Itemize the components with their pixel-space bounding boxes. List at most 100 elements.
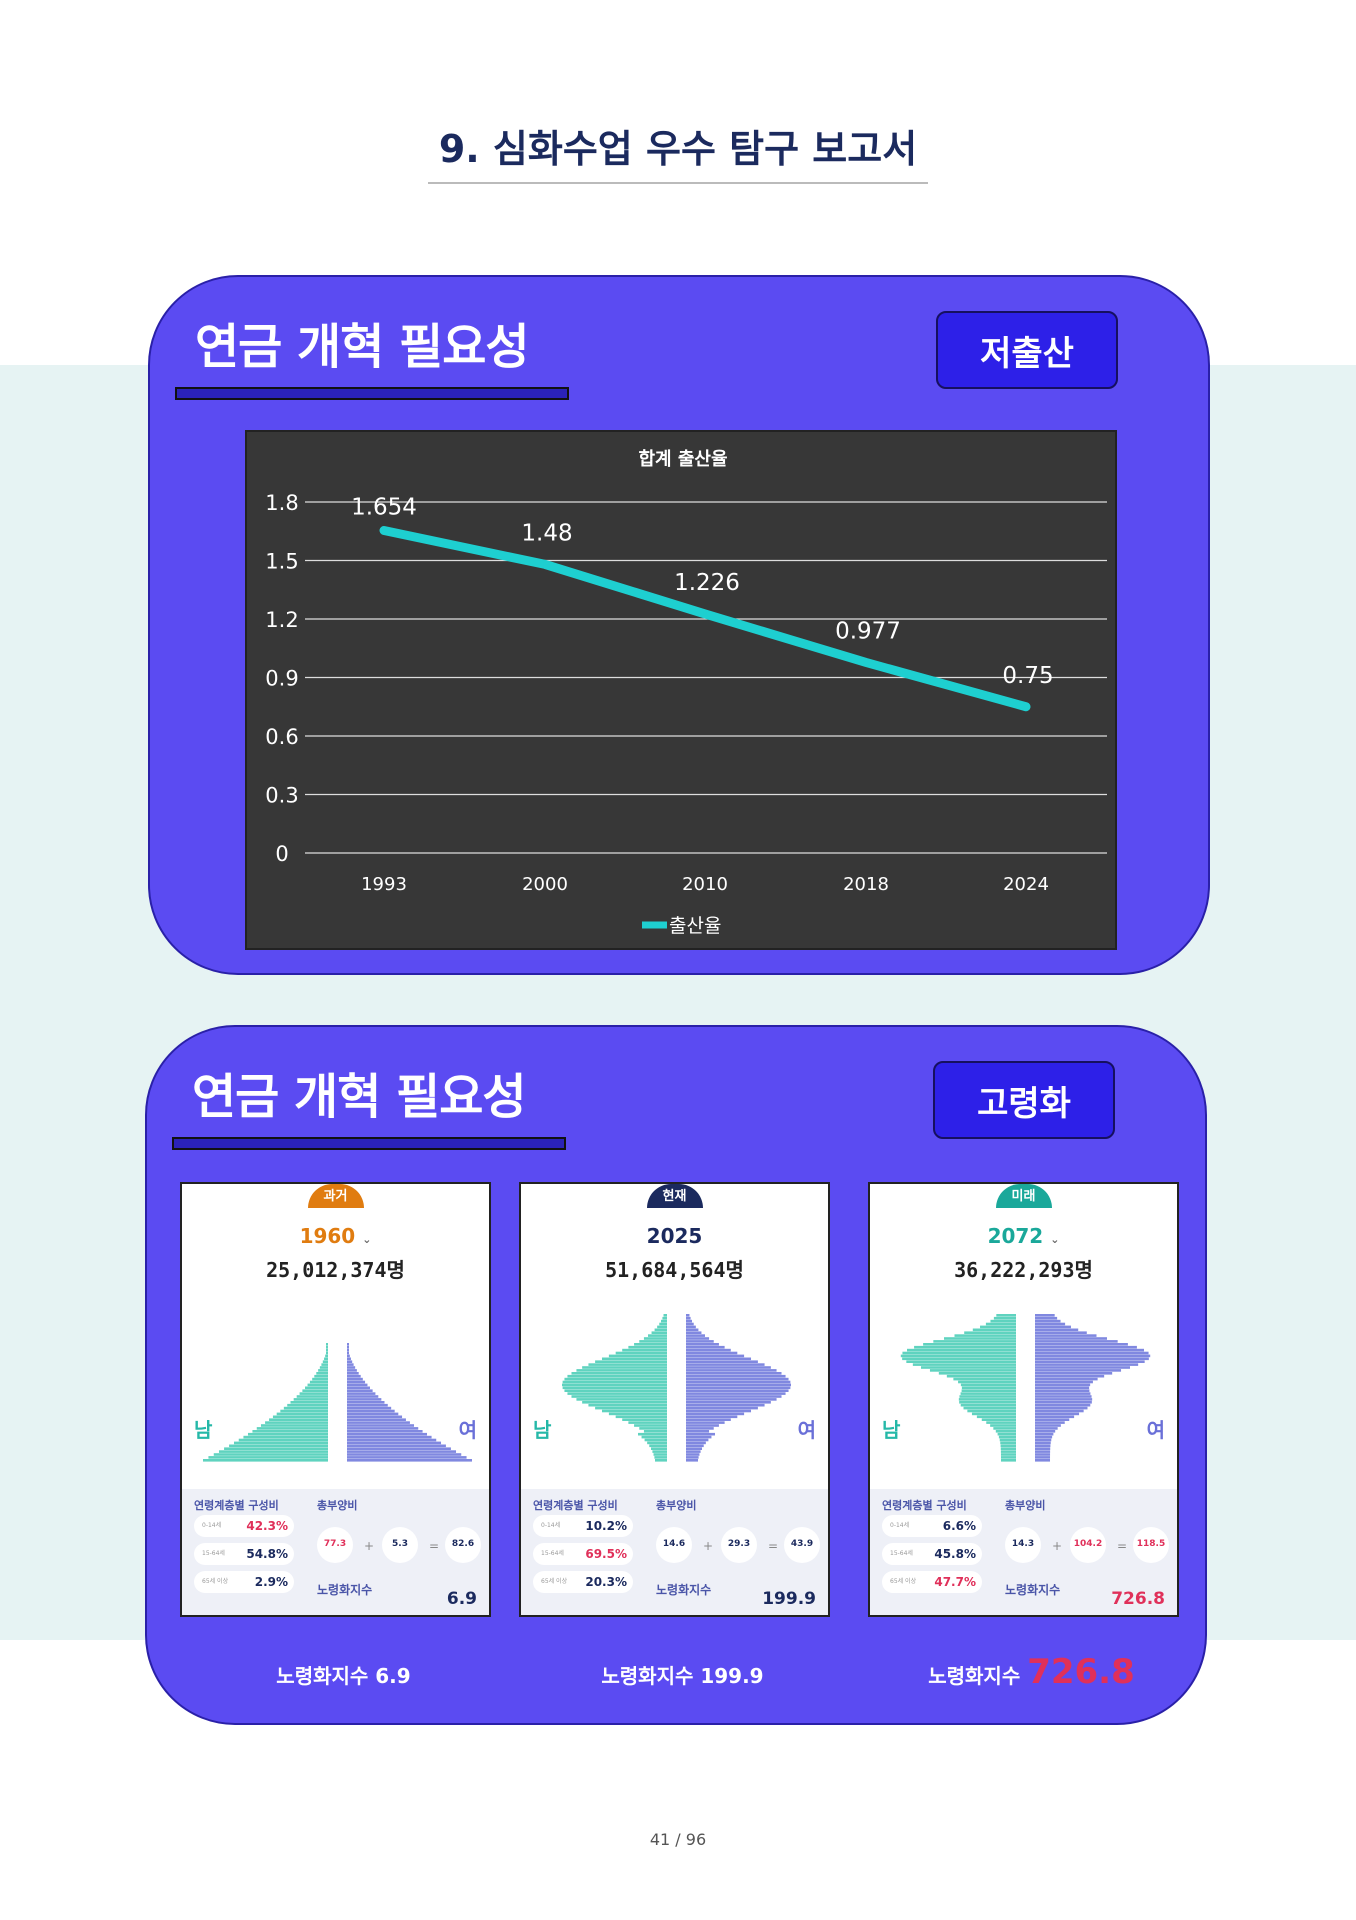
pyramid-chart — [203, 1343, 472, 1462]
age-bar — [347, 1377, 363, 1381]
population-total: 36,222,293명 — [954, 1258, 1093, 1282]
aging-index-value: 6.9 — [446, 1589, 477, 1609]
equals-sign: = — [1117, 1539, 1128, 1553]
age-bar — [686, 1444, 704, 1448]
age-bar — [1000, 1450, 1016, 1453]
age-bar — [347, 1415, 403, 1419]
age-bar — [972, 1328, 1016, 1332]
age-bar — [686, 1314, 690, 1317]
chevron-down-icon: ⌄ — [362, 1233, 372, 1246]
age-bar — [686, 1331, 702, 1334]
male-label: 남 — [882, 1418, 901, 1442]
year-value: 2025 — [646, 1224, 703, 1248]
age-bar — [686, 1322, 694, 1326]
age-bar — [347, 1366, 356, 1369]
age-bar — [686, 1456, 699, 1459]
age-bar — [906, 1360, 1016, 1363]
year-select[interactable]: 2072 ⌄ — [870, 1224, 1177, 1248]
age-bar — [986, 1421, 1016, 1424]
age-bar — [628, 1345, 667, 1349]
age-bar — [959, 1395, 1016, 1398]
data-point — [543, 562, 547, 567]
male-label: 남 — [533, 1418, 552, 1442]
age-bar — [347, 1453, 462, 1456]
age-bar — [562, 1380, 667, 1384]
age-bar — [946, 1374, 1016, 1378]
age-bar — [296, 1395, 328, 1398]
age-bar — [907, 1348, 1016, 1352]
age-bar — [272, 1415, 328, 1419]
age-bar — [938, 1372, 1016, 1375]
age-bar — [347, 1421, 410, 1424]
old-dependency: 5.3 — [382, 1527, 418, 1563]
age-bar — [347, 1398, 382, 1401]
age-bar — [1035, 1357, 1149, 1361]
age-bar — [608, 1354, 667, 1358]
y-tick-label: 0.3 — [265, 784, 298, 808]
age-bar — [347, 1395, 379, 1398]
age-bar — [347, 1412, 399, 1416]
age-bar — [347, 1409, 395, 1413]
era-tab[interactable]: 미래 — [995, 1184, 1052, 1208]
age-bar — [643, 1430, 667, 1433]
age-bar — [686, 1351, 738, 1355]
age-bar — [608, 1412, 667, 1416]
data-point — [703, 611, 707, 616]
age-bar — [929, 1369, 1016, 1372]
aging-label-highlight: 726.8 — [1027, 1652, 1135, 1692]
data-label: 1.48 — [521, 520, 572, 546]
age-bar — [997, 1432, 1016, 1436]
legend-label: 출산율 — [669, 915, 721, 937]
age-bar — [686, 1432, 715, 1436]
age-bar — [347, 1380, 366, 1384]
age-bar — [639, 1427, 667, 1430]
era-tab[interactable]: 과거 — [307, 1184, 364, 1208]
age-bar — [1000, 1447, 1016, 1450]
age-bar — [644, 1438, 667, 1442]
age-bar — [588, 1363, 667, 1366]
age-bar — [238, 1438, 328, 1442]
age-bar — [995, 1430, 1016, 1433]
age-bar — [1035, 1366, 1130, 1369]
equals-sign: = — [768, 1539, 779, 1553]
era-tab[interactable]: 현재 — [646, 1184, 703, 1208]
age-bar — [686, 1334, 705, 1337]
age-bar — [1035, 1389, 1090, 1392]
age-bar — [347, 1430, 423, 1433]
equals-sign: = — [429, 1539, 440, 1553]
age-bar — [276, 1412, 328, 1416]
aging-index-title: 노령화지수 — [1005, 1583, 1061, 1597]
year-select[interactable]: 2025 — [521, 1224, 828, 1248]
age-bar — [996, 1314, 1016, 1317]
age-bar — [312, 1377, 328, 1381]
age-bar — [283, 1406, 328, 1410]
age-bar — [1035, 1360, 1145, 1363]
age-bar — [595, 1360, 667, 1363]
age-bar — [1035, 1427, 1058, 1430]
age-bar — [638, 1432, 667, 1436]
age-bar — [1000, 1441, 1016, 1445]
age-bar — [933, 1340, 1016, 1343]
age-bar — [1035, 1331, 1087, 1334]
age-bar — [653, 1453, 667, 1456]
working-ratio: 15-64세 69.5% — [533, 1543, 633, 1565]
age-bar — [648, 1334, 667, 1337]
age-bar — [564, 1389, 667, 1392]
age-bar — [1035, 1337, 1107, 1340]
age-bar — [686, 1337, 710, 1340]
age-bar — [686, 1424, 719, 1427]
age-bar — [290, 1401, 328, 1404]
age-bar — [265, 1421, 328, 1424]
section-heading: 연금 개혁 필요성 — [195, 319, 530, 375]
age-bar — [1035, 1395, 1092, 1398]
age-bar — [1035, 1418, 1070, 1421]
age-bar — [347, 1354, 350, 1358]
year-select[interactable]: 1960 ⌄ — [182, 1224, 489, 1248]
age-bar — [347, 1343, 349, 1346]
age-bar — [686, 1383, 791, 1387]
age-bar — [654, 1456, 667, 1459]
age-bar — [686, 1438, 709, 1442]
age-bar — [686, 1389, 789, 1392]
composition-title: 연령계층별 구성비 — [882, 1499, 967, 1512]
age-bar — [576, 1369, 667, 1372]
